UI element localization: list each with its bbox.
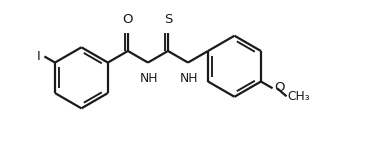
Text: S: S [164, 13, 172, 26]
Text: O: O [274, 81, 284, 94]
Text: CH₃: CH₃ [287, 90, 310, 103]
Text: NH: NH [179, 72, 198, 85]
Text: O: O [123, 13, 133, 26]
Text: I: I [37, 50, 41, 63]
Text: NH: NH [139, 72, 158, 85]
